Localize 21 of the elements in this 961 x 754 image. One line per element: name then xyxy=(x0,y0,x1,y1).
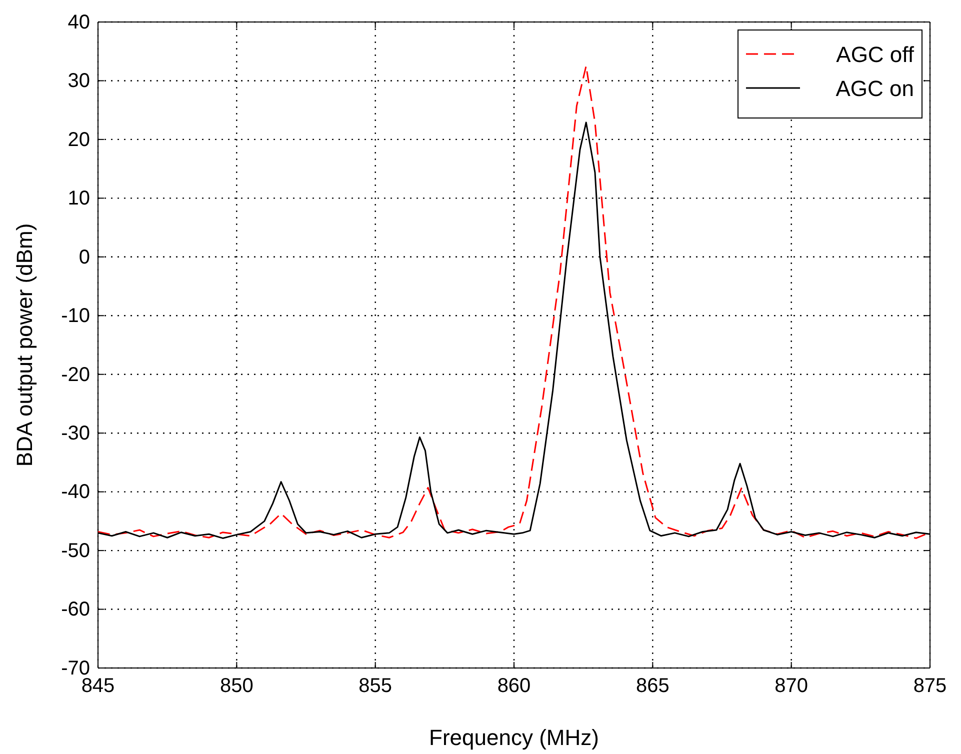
y-axis-title: BDA output power (dBm) xyxy=(12,223,37,467)
y-tick-label: -20 xyxy=(61,364,90,386)
x-axis-title: Frequency (MHz) xyxy=(429,725,599,750)
y-tick-label: 20 xyxy=(68,128,90,151)
x-tick-label: 865 xyxy=(636,675,670,698)
y-tick-label: -40 xyxy=(61,481,90,504)
x-tick-label: 875 xyxy=(913,675,947,698)
y-tick-label: 40 xyxy=(68,11,90,34)
x-tick-label: 870 xyxy=(774,675,808,698)
x-tick-label: 855 xyxy=(358,675,392,698)
y-tick-label: 10 xyxy=(68,188,90,210)
y-tick-label: -10 xyxy=(61,305,90,328)
y-tick-label: -30 xyxy=(61,422,90,444)
y-tick-label: -60 xyxy=(61,598,90,621)
y-tick-label: 0 xyxy=(78,246,90,268)
legend-label: AGC off xyxy=(836,42,915,67)
x-tick-label: 860 xyxy=(497,675,531,698)
legend-label: AGC on xyxy=(836,76,914,101)
y-tick-label: -50 xyxy=(61,540,90,562)
y-tick-label: 30 xyxy=(68,70,90,92)
x-tick-label: 850 xyxy=(220,675,254,698)
